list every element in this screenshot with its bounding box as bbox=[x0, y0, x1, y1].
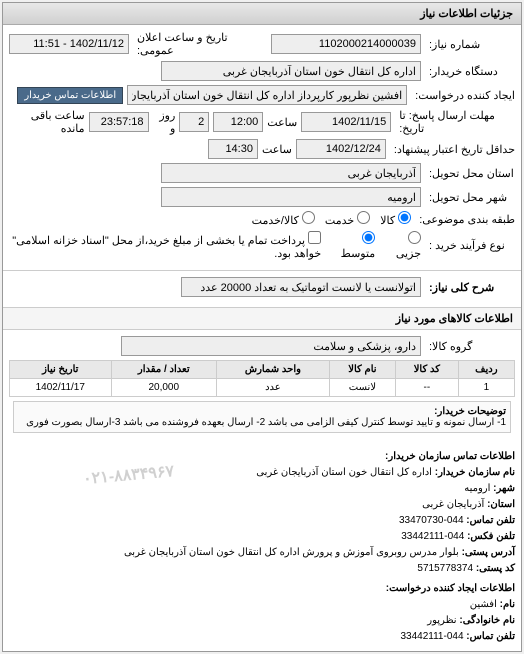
table-header: واحد شمارش bbox=[217, 361, 330, 379]
contact-address: بلوار مدرس روبروی آموزش و پرورش اداره کل… bbox=[124, 547, 459, 558]
req-surname-label: نام خانوادگی: bbox=[459, 615, 515, 626]
summary-field bbox=[181, 277, 421, 297]
need-number-label: شماره نیاز: bbox=[425, 38, 515, 51]
validity-time-field bbox=[208, 139, 258, 159]
city-field bbox=[161, 187, 421, 207]
panel-title: جزئیات اطلاعات نیاز bbox=[3, 3, 521, 25]
remain-time-field bbox=[89, 112, 149, 132]
requester-section-title: اطلاعات ایجاد کننده درخواست: bbox=[9, 581, 515, 597]
province-label: استان محل تحویل: bbox=[425, 167, 515, 180]
table-header: تعداد / مقدار bbox=[111, 361, 217, 379]
contact-postal: 5715778374 bbox=[417, 563, 473, 574]
cat-goods-service-label: کالا/خدمت bbox=[252, 215, 299, 227]
cat-service-label: خدمت bbox=[325, 215, 354, 227]
buy-small-label: جزیی bbox=[396, 248, 421, 260]
contact-phone: 044-33470730 bbox=[399, 515, 464, 526]
table-header: نام کالا bbox=[329, 361, 395, 379]
buy-medium-label: متوسط bbox=[341, 248, 376, 260]
table-header: تاریخ نیاز bbox=[10, 361, 112, 379]
announce-datetime-label: تاریخ و ساعت اعلان عمومی: bbox=[133, 31, 259, 57]
contact-buyer-button[interactable]: اطلاعات تماس خریدار bbox=[17, 87, 123, 104]
contact-org-label: نام سازمان خریدار: bbox=[435, 467, 515, 478]
buy-note-check[interactable]: پرداخت تمام یا بخشی از مبلغ خرید،از محل … bbox=[9, 231, 321, 260]
group-label: گروه کالا: bbox=[425, 340, 515, 353]
remain-days-field bbox=[179, 112, 209, 132]
table-row: 1--لانستعدد20,0001402/11/17 bbox=[10, 379, 515, 397]
buy-medium-radio[interactable]: متوسط bbox=[331, 231, 375, 260]
table-cell: 1 bbox=[458, 379, 514, 397]
province-field bbox=[161, 163, 421, 183]
contact-city-label: شهر: bbox=[493, 483, 515, 494]
contact-phone-label: تلفن تماس: bbox=[466, 515, 515, 526]
req-name-label: نام: bbox=[500, 599, 515, 610]
req-name: افشین bbox=[470, 599, 497, 610]
cat-service-radio[interactable]: خدمت bbox=[325, 211, 370, 227]
contact-org: اداره کل انتقال خون استان آذربایجان غربی bbox=[256, 467, 432, 478]
validity-date-field bbox=[296, 139, 386, 159]
requester-field bbox=[127, 85, 407, 105]
table-cell: 1402/11/17 bbox=[10, 379, 112, 397]
buyer-desc-label: توضیحات خریدار: bbox=[434, 406, 506, 417]
buyer-desc-text: 1- ارسال نمونه و تایید توسط کنترل کیفی ا… bbox=[18, 417, 506, 428]
table-cell: عدد bbox=[217, 379, 330, 397]
deadline-time-label: ساعت bbox=[267, 116, 297, 129]
cat-goods-service-radio[interactable]: کالا/خدمت bbox=[252, 211, 315, 227]
contact-fax: 044-33442111 bbox=[401, 531, 464, 542]
contact-province: آذربایجان غربی bbox=[422, 499, 484, 510]
validity-label: حداقل تاریخ اعتبار پیشنهاد: bbox=[390, 143, 515, 156]
table-cell: -- bbox=[395, 379, 458, 397]
buy-type-label: نوع فرآیند خرید : bbox=[425, 239, 515, 252]
category-label: طبقه بندی موضوعی: bbox=[415, 213, 515, 226]
cat-goods-radio[interactable]: کالا bbox=[380, 211, 411, 227]
contact-section-title: اطلاعات تماس سازمان خریدار: bbox=[9, 449, 515, 465]
contact-fax-label: تلفن فکس: bbox=[467, 531, 515, 542]
buyer-org-field bbox=[161, 61, 421, 81]
remain-day-label: روز و bbox=[153, 109, 176, 135]
group-field bbox=[121, 336, 421, 356]
req-surname: نظرپور bbox=[427, 615, 456, 626]
deadline-time-field bbox=[213, 112, 263, 132]
contact-province-label: استان: bbox=[487, 499, 515, 510]
validity-time-label: ساعت bbox=[262, 143, 292, 156]
table-cell: لانست bbox=[329, 379, 395, 397]
contact-city: ارومیه bbox=[464, 483, 490, 494]
contact-address-label: آدرس پستی: bbox=[462, 547, 515, 558]
remain-label: ساعت باقی مانده bbox=[9, 109, 85, 135]
deadline-date-field bbox=[301, 112, 391, 132]
contact-postal-label: کد پستی: bbox=[476, 563, 515, 574]
city-label: شهر محل تحویل: bbox=[425, 191, 515, 204]
req-phone: 044-33442111 bbox=[400, 631, 463, 642]
buy-note-label: پرداخت تمام یا بخشی از مبلغ خرید،از محل … bbox=[12, 235, 321, 260]
announce-datetime-field bbox=[9, 34, 129, 54]
table-cell: 20,000 bbox=[111, 379, 217, 397]
buyer-org-label: دستگاه خریدار: bbox=[425, 65, 515, 78]
items-section-title: اطلاعات کالاهای مورد نیاز bbox=[3, 307, 521, 330]
items-table: ردیفکد کالانام کالاواحد شمارشتعداد / مقد… bbox=[9, 360, 515, 397]
table-header: کد کالا bbox=[395, 361, 458, 379]
cat-goods-label: کالا bbox=[380, 215, 395, 227]
need-number-field bbox=[271, 34, 421, 54]
deadline-label: مهلت ارسال پاسخ: تا تاریخ: bbox=[395, 109, 515, 135]
summary-label: شرح کلی نیاز: bbox=[425, 281, 515, 294]
req-phone-label: تلفن تماس: bbox=[466, 631, 515, 642]
table-header: ردیف bbox=[458, 361, 514, 379]
buy-small-radio[interactable]: جزیی bbox=[385, 231, 421, 260]
requester-label: ایجاد کننده درخواست: bbox=[411, 89, 515, 102]
